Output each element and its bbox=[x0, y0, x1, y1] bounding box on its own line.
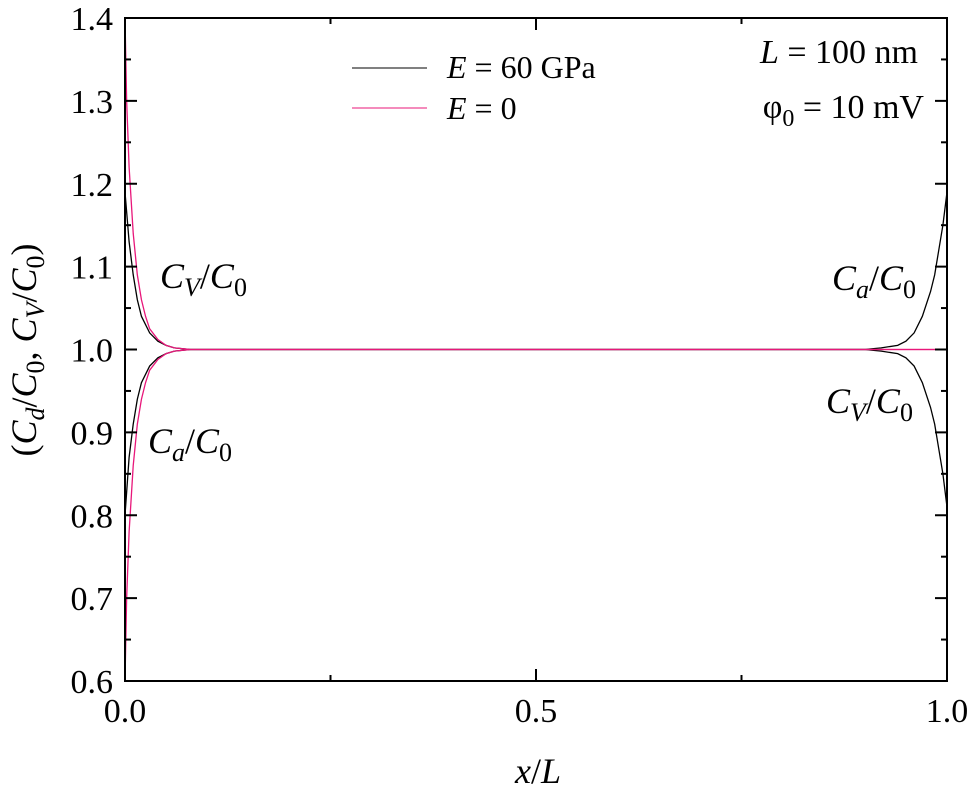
info-potential: φ0 = 10 mV bbox=[763, 89, 925, 132]
y-tick-label: 1.1 bbox=[71, 250, 114, 287]
y-tick-label: 0.7 bbox=[71, 581, 114, 618]
y-tick-label: 1.2 bbox=[71, 167, 114, 204]
x-tick-label: 0.0 bbox=[104, 693, 147, 730]
series-layer bbox=[125, 18, 947, 681]
legend-label-e60: E = 60 GPa bbox=[446, 49, 596, 85]
series-line-3 bbox=[125, 348, 947, 681]
annotation-ca-right: Ca/C0 bbox=[832, 258, 916, 304]
y-tick-label: 1.0 bbox=[71, 333, 114, 370]
y-tick-label: 1.4 bbox=[71, 1, 114, 38]
y-axis-label: (Cd/C0, CV/C0) bbox=[4, 244, 50, 457]
annotation-cv-right: CV/C0 bbox=[826, 381, 913, 427]
tick-layer: 0.6 0.7 0.8 0.9 1.0 1.1 1.2 1.3 1.4 0.0 0.5 1.0 bbox=[71, 1, 969, 730]
x-tick-label: 1.0 bbox=[926, 693, 969, 730]
y-tick-label: 0.8 bbox=[71, 498, 114, 535]
annotation-cv-left: CV/C0 bbox=[160, 256, 247, 302]
x-tick-label: 0.5 bbox=[515, 693, 558, 730]
info-length: L = 100 nm bbox=[759, 34, 918, 71]
series-line-1 bbox=[125, 191, 947, 516]
x-axis-label: x/L bbox=[514, 751, 561, 791]
y-tick-label: 0.6 bbox=[71, 664, 114, 701]
annotation-ca-left: Ca/C0 bbox=[148, 421, 232, 467]
legend: E = 60 GPa E = 0 bbox=[352, 49, 596, 126]
y-tick-label: 1.3 bbox=[71, 84, 114, 121]
y-tick-label: 0.9 bbox=[71, 415, 114, 452]
legend-label-e0: E = 0 bbox=[446, 90, 517, 126]
